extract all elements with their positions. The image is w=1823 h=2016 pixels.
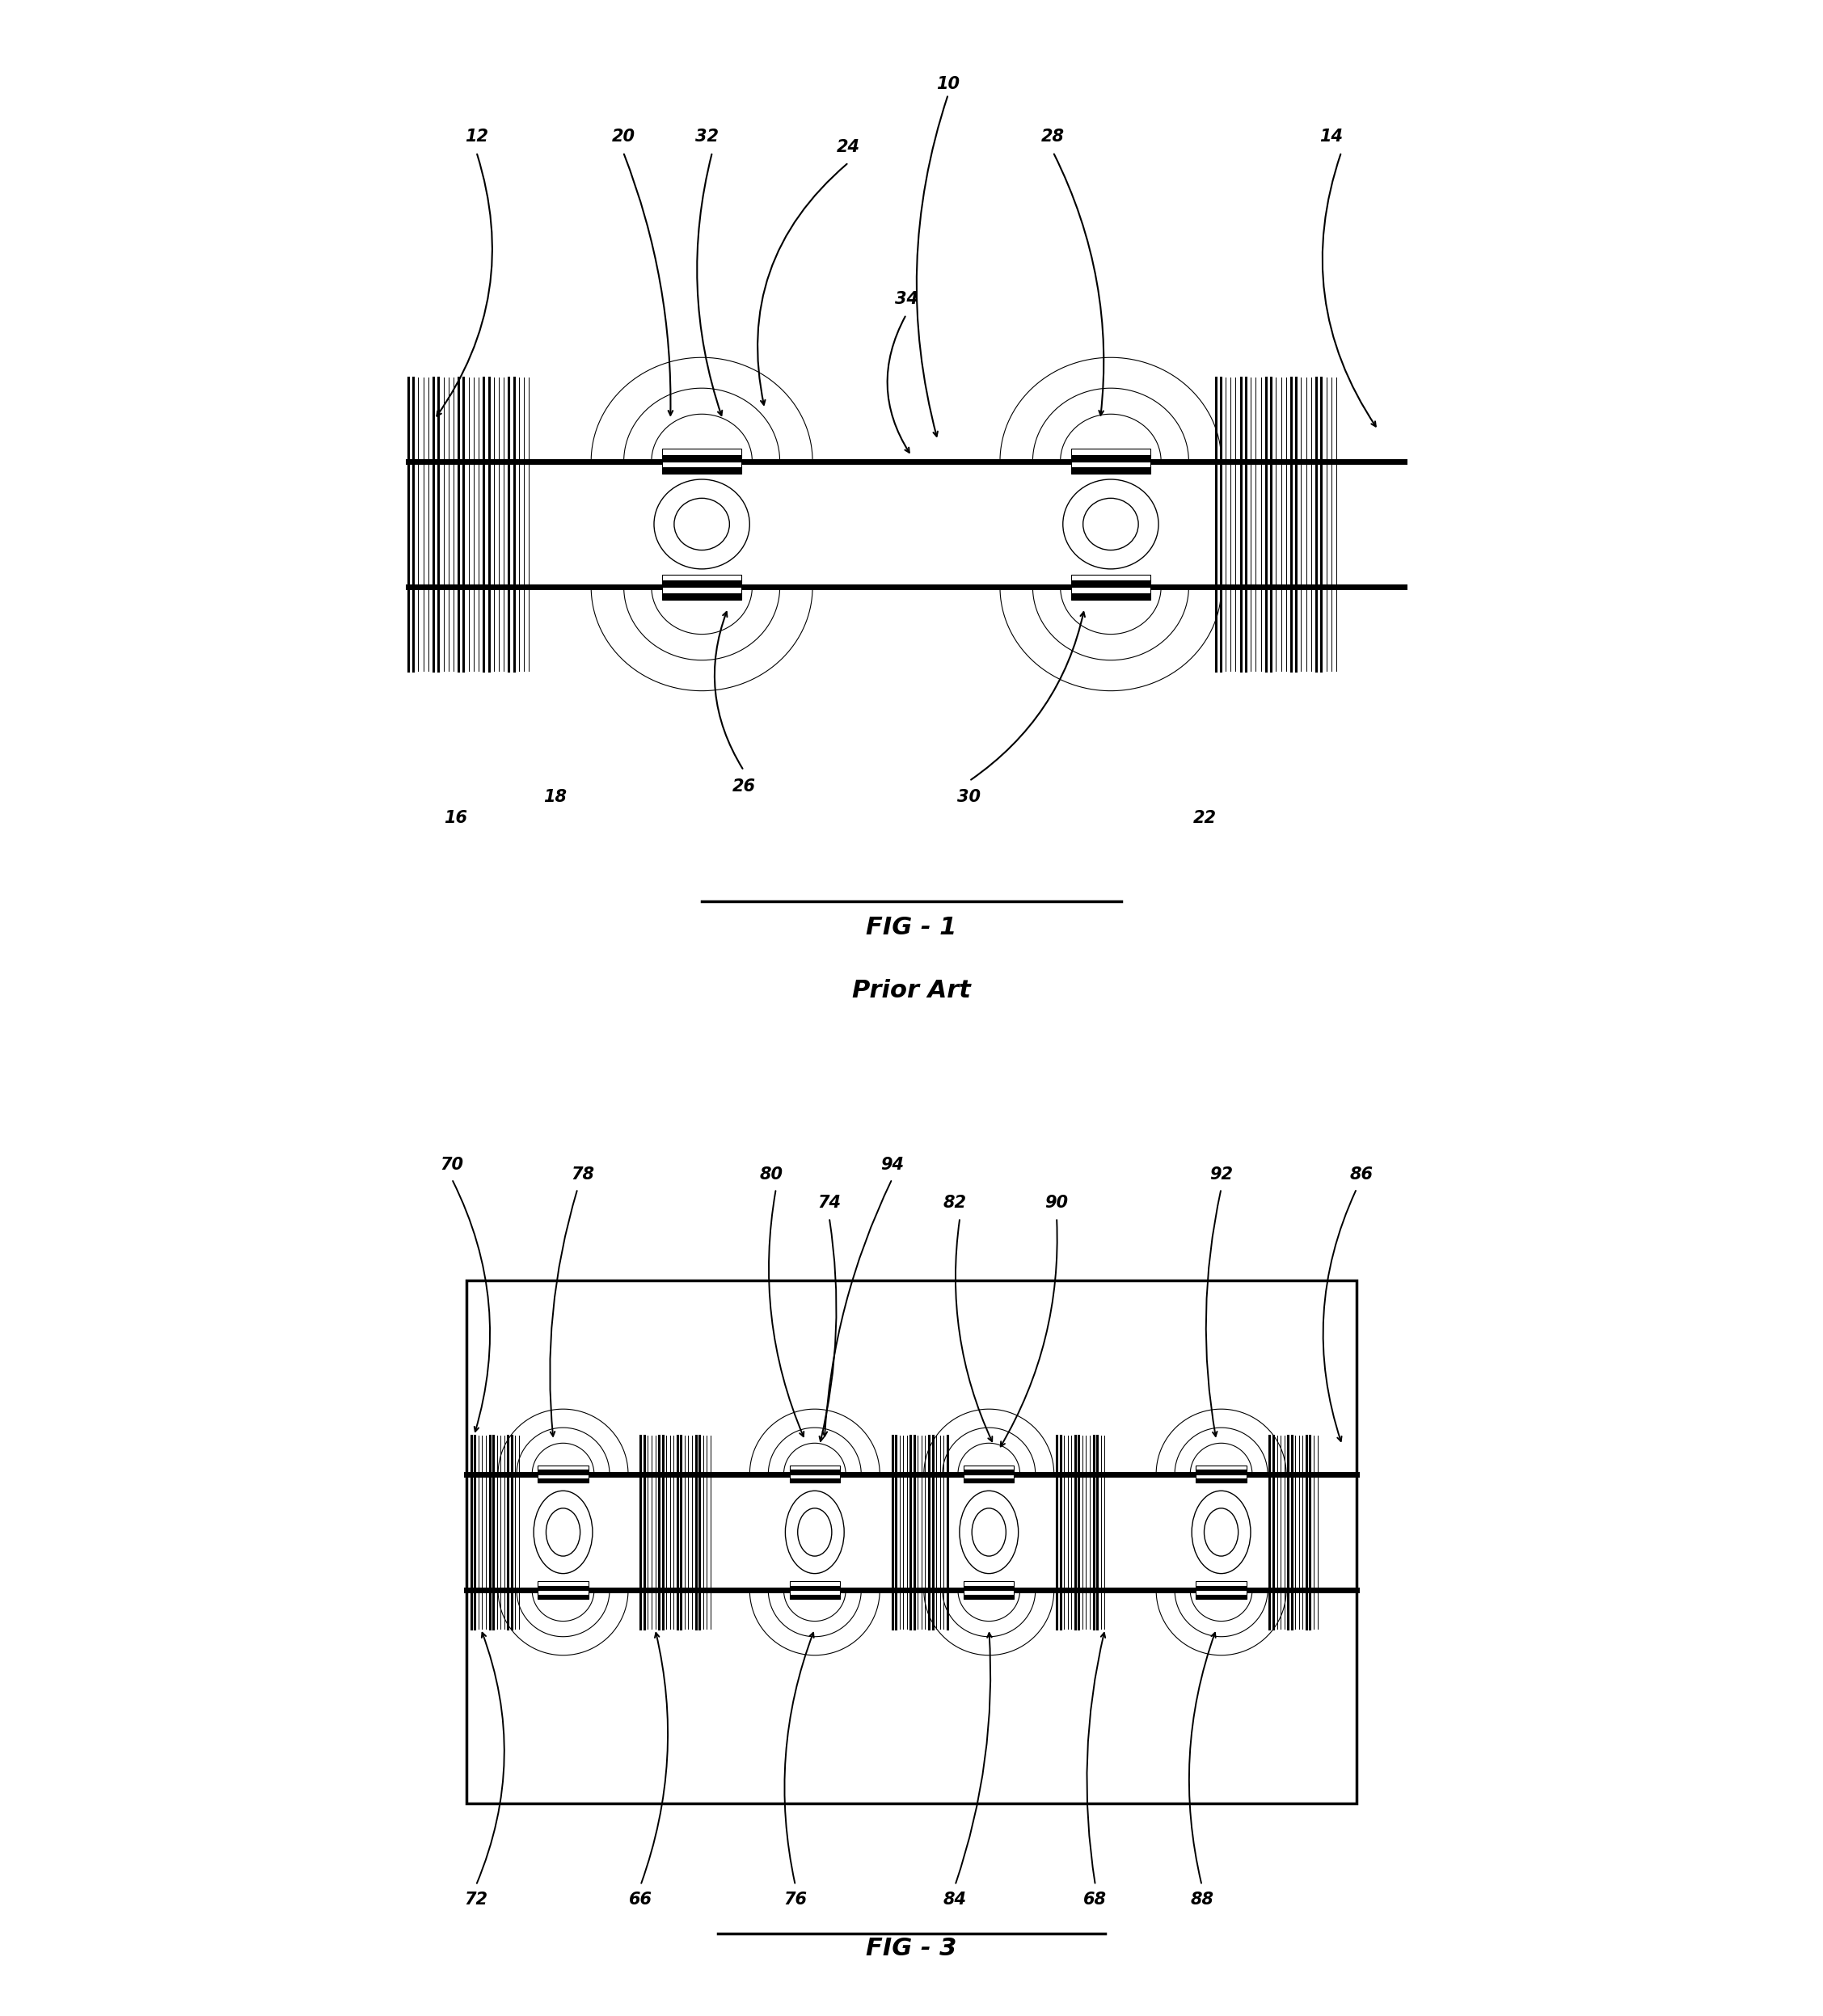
Text: 94: 94	[881, 1157, 904, 1173]
Text: 16: 16	[443, 810, 467, 827]
Bar	[538, 1591, 589, 1595]
Text: FIG - 3: FIG - 3	[866, 1937, 957, 1960]
Bar	[538, 1587, 589, 1591]
Bar	[964, 1595, 1014, 1599]
Text: 70: 70	[439, 1157, 463, 1173]
Bar	[789, 1478, 840, 1484]
Bar	[964, 1587, 1014, 1591]
Bar	[538, 1474, 589, 1478]
Text: 10: 10	[937, 77, 961, 93]
Bar	[662, 575, 742, 581]
Text: 68: 68	[1083, 1891, 1107, 1907]
Text: 34: 34	[895, 290, 919, 306]
Bar	[1072, 456, 1150, 462]
Bar	[789, 1581, 840, 1587]
Text: 22: 22	[1194, 810, 1216, 827]
Bar	[1072, 468, 1150, 474]
Bar	[538, 1470, 589, 1474]
Text: 14: 14	[1320, 129, 1342, 145]
Bar	[789, 1470, 840, 1474]
Bar	[964, 1470, 1014, 1474]
Bar	[789, 1466, 840, 1470]
Bar	[662, 593, 742, 599]
Bar	[789, 1595, 840, 1599]
Bar	[1196, 1591, 1247, 1595]
Bar	[538, 1478, 589, 1484]
Text: 12: 12	[465, 129, 489, 145]
Bar	[789, 1474, 840, 1478]
Text: FIG - 1: FIG - 1	[866, 915, 957, 939]
Bar	[1196, 1595, 1247, 1599]
Text: 88: 88	[1190, 1891, 1214, 1907]
Text: 92: 92	[1209, 1165, 1232, 1181]
Text: 30: 30	[957, 788, 981, 804]
Text: Prior Art: Prior Art	[851, 980, 972, 1002]
Text: 82: 82	[942, 1195, 966, 1212]
Bar	[964, 1466, 1014, 1470]
Bar	[662, 587, 742, 593]
Text: 20: 20	[611, 129, 634, 145]
Bar	[964, 1581, 1014, 1587]
Bar	[1196, 1466, 1247, 1470]
Text: 66: 66	[629, 1891, 653, 1907]
Bar	[964, 1478, 1014, 1484]
Bar	[1072, 587, 1150, 593]
Text: 32: 32	[695, 129, 718, 145]
Bar	[789, 1587, 840, 1591]
Bar	[964, 1591, 1014, 1595]
Bar	[538, 1595, 589, 1599]
Bar	[1196, 1474, 1247, 1478]
Bar	[662, 462, 742, 468]
Text: 78: 78	[571, 1165, 594, 1181]
Bar	[467, 1280, 1356, 1802]
Text: 80: 80	[760, 1165, 782, 1181]
Bar	[964, 1474, 1014, 1478]
Bar	[538, 1581, 589, 1587]
Bar	[662, 450, 742, 456]
Bar	[1196, 1478, 1247, 1484]
Bar	[662, 456, 742, 462]
Bar	[662, 468, 742, 474]
Bar	[662, 581, 742, 587]
Bar	[538, 1466, 589, 1470]
Text: 28: 28	[1041, 129, 1065, 145]
Bar	[1196, 1587, 1247, 1591]
Text: 72: 72	[465, 1891, 489, 1907]
Text: 26: 26	[733, 778, 755, 794]
Text: 90: 90	[1045, 1195, 1068, 1212]
Text: 24: 24	[837, 139, 860, 155]
Bar	[789, 1591, 840, 1595]
Bar	[1072, 581, 1150, 587]
Text: 84: 84	[942, 1891, 966, 1907]
Bar	[1196, 1470, 1247, 1474]
Bar	[1072, 450, 1150, 456]
Bar	[1072, 462, 1150, 468]
Bar	[1072, 575, 1150, 581]
Text: 74: 74	[817, 1195, 840, 1212]
Text: 76: 76	[784, 1891, 808, 1907]
Text: 18: 18	[543, 788, 567, 804]
Bar	[1196, 1581, 1247, 1587]
Bar	[1072, 593, 1150, 599]
Text: 86: 86	[1349, 1165, 1373, 1181]
